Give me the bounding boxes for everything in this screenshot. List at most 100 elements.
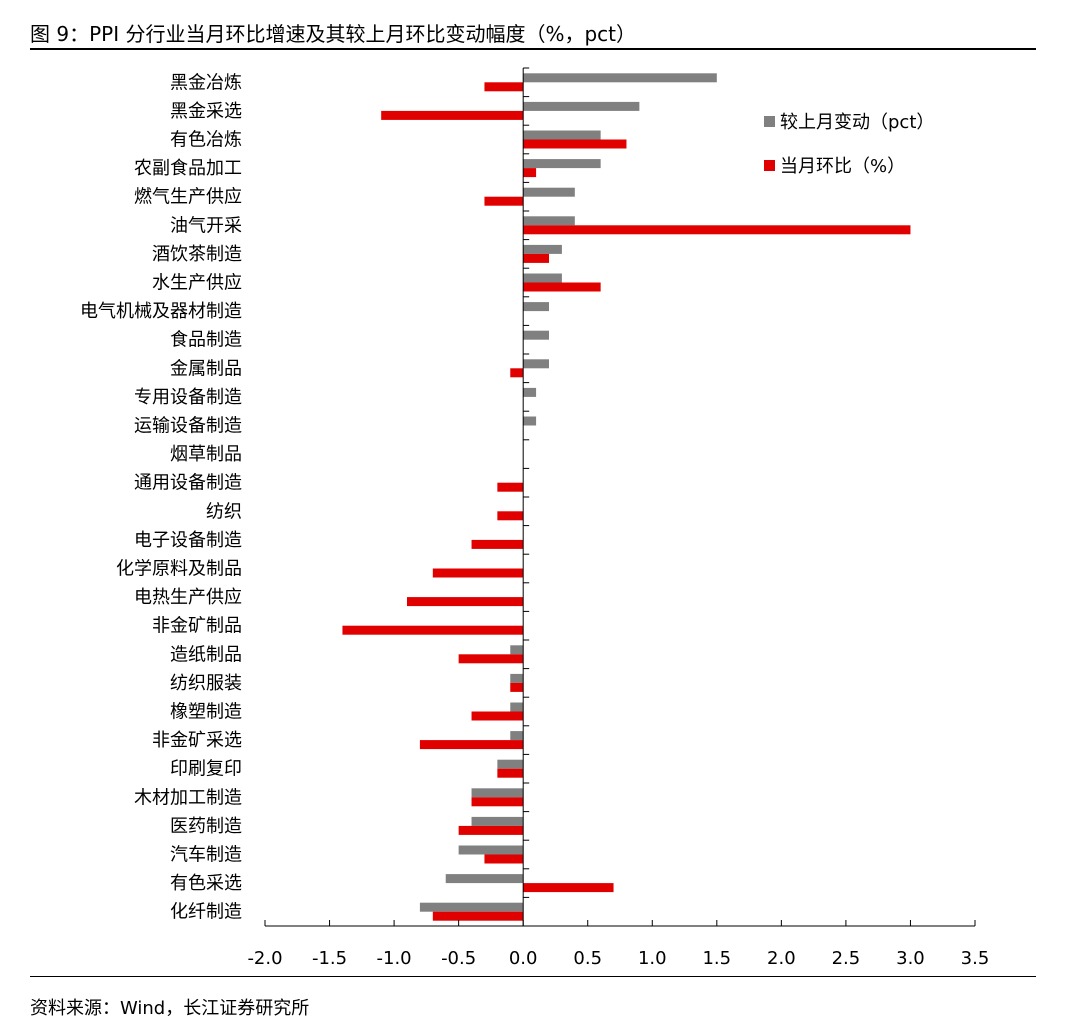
category-label-7: 水生产供应 bbox=[152, 273, 242, 294]
category-label-14: 通用设备制造 bbox=[134, 473, 242, 494]
source-rule bbox=[30, 976, 1036, 977]
legend: 较上月变动（pct） 当月环比（%） bbox=[764, 112, 934, 177]
category-label-15: 纺织 bbox=[206, 501, 242, 522]
category-label-19: 非金矿制品 bbox=[152, 616, 242, 637]
x-tick-label-7: 1.5 bbox=[702, 948, 731, 969]
bar-mom-5 bbox=[523, 225, 911, 235]
category-label-20: 造纸制品 bbox=[170, 644, 242, 665]
bar-mom-27 bbox=[484, 854, 524, 864]
category-label-26: 医药制造 bbox=[170, 816, 242, 837]
bar-mom-6 bbox=[523, 253, 549, 263]
category-label-1: 黑金采选 bbox=[170, 101, 242, 122]
category-label-25: 木材加工制造 bbox=[134, 787, 242, 808]
bar-change-8 bbox=[523, 302, 549, 312]
bar-mom-24 bbox=[497, 768, 524, 778]
bar-mom-26 bbox=[458, 825, 524, 835]
category-label-27: 汽车制造 bbox=[170, 845, 242, 866]
bar-change-9 bbox=[523, 330, 549, 340]
x-tick-label-2: -1.0 bbox=[377, 948, 412, 969]
category-label-18: 电热生产供应 bbox=[134, 587, 242, 608]
category-label-6: 酒饮茶制造 bbox=[152, 244, 242, 265]
x-tick-label-11: 3.5 bbox=[961, 948, 990, 969]
title-rule bbox=[30, 48, 1036, 50]
category-label-12: 运输设备制造 bbox=[134, 416, 242, 437]
bar-mom-21 bbox=[510, 682, 524, 692]
category-labels: 黑金冶炼黑金采选有色冶炼农副食品加工燃气生产供应油气开采酒饮茶制造水生产供应电气… bbox=[80, 72, 242, 922]
bar-change-10 bbox=[523, 359, 549, 369]
bar-mom-7 bbox=[523, 282, 601, 292]
bar-mom-0 bbox=[484, 82, 524, 92]
bar-mom-18 bbox=[407, 597, 524, 607]
category-label-21: 纺织服装 bbox=[170, 673, 242, 694]
x-tick-label-10: 3.0 bbox=[896, 948, 925, 969]
bar-change-24 bbox=[497, 759, 524, 769]
bar-change-3 bbox=[523, 159, 601, 169]
bar-mom-29 bbox=[432, 911, 524, 921]
x-tick-label-1: -1.5 bbox=[312, 948, 347, 969]
bar-change-22 bbox=[510, 702, 524, 712]
category-label-5: 油气开采 bbox=[170, 215, 242, 236]
legend-swatch-change bbox=[764, 116, 775, 127]
x-tick-label-9: 2.5 bbox=[832, 948, 861, 969]
bar-mom-3 bbox=[523, 168, 537, 178]
x-tick-label-4: 0.0 bbox=[509, 948, 538, 969]
bar-mom-22 bbox=[471, 711, 524, 721]
bar-change-7 bbox=[523, 273, 562, 283]
bar-change-25 bbox=[471, 788, 524, 798]
bar-change-6 bbox=[523, 244, 562, 254]
x-tick-labels: -2.0 -1.5 -1.0 -0.5 0.0 0.5 1.0 1.5 2.0 2.5 3.0 3.5 bbox=[247, 948, 989, 969]
legend-label-change: 较上月变动（pct） bbox=[780, 112, 934, 133]
x-tick-label-8: 2.0 bbox=[767, 948, 796, 969]
bar-mom-25 bbox=[471, 797, 524, 807]
bar-change-11 bbox=[523, 387, 537, 397]
category-label-28: 有色采选 bbox=[170, 873, 242, 894]
bar-change-21 bbox=[510, 673, 524, 683]
bar-change-5 bbox=[523, 216, 575, 226]
bar-change-2 bbox=[523, 130, 601, 140]
bar-change-0 bbox=[523, 73, 717, 83]
category-label-11: 专用设备制造 bbox=[134, 387, 242, 408]
bar-mom-19 bbox=[342, 625, 524, 635]
bar-change-28 bbox=[445, 874, 524, 884]
category-label-9: 食品制造 bbox=[170, 330, 242, 351]
bar-mom-20 bbox=[458, 654, 524, 664]
bar-change-23 bbox=[510, 731, 524, 741]
bar-mom-10 bbox=[510, 368, 524, 378]
legend-swatch-mom bbox=[764, 160, 775, 171]
x-tick-label-5: 0.5 bbox=[573, 948, 602, 969]
category-label-24: 印刷复印 bbox=[170, 759, 242, 780]
bar-mom-17 bbox=[432, 568, 524, 578]
category-label-4: 燃气生产供应 bbox=[134, 187, 242, 208]
bar-change-1 bbox=[523, 101, 640, 111]
bar-change-20 bbox=[510, 645, 524, 655]
category-label-22: 橡塑制造 bbox=[170, 702, 242, 723]
x-tick-label-3: -0.5 bbox=[441, 948, 476, 969]
category-label-16: 电子设备制造 bbox=[134, 530, 242, 551]
bar-mom-28 bbox=[523, 883, 614, 893]
category-label-8: 电气机械及器材制造 bbox=[80, 301, 242, 322]
bar-change-4 bbox=[523, 187, 575, 197]
bar-change-27 bbox=[458, 845, 524, 855]
bar-mom-2 bbox=[523, 139, 627, 149]
bar-mom-1 bbox=[381, 110, 524, 120]
category-label-10: 金属制品 bbox=[170, 358, 242, 379]
bar-change-26 bbox=[471, 816, 524, 826]
bar-mom-4 bbox=[484, 196, 524, 206]
series-mom-bars bbox=[342, 82, 911, 921]
category-label-3: 农副食品加工 bbox=[134, 158, 242, 179]
bar-change-29 bbox=[419, 902, 524, 912]
category-label-17: 化学原料及制品 bbox=[116, 559, 242, 580]
bar-mom-15 bbox=[497, 511, 524, 521]
series-change-bars bbox=[419, 73, 717, 912]
bar-mom-14 bbox=[497, 482, 524, 492]
category-label-23: 非金矿采选 bbox=[152, 730, 242, 751]
category-label-29: 化纤制造 bbox=[170, 902, 242, 923]
axes bbox=[264, 67, 976, 927]
x-tick-label-0: -2.0 bbox=[247, 948, 282, 969]
category-label-2: 有色冶炼 bbox=[170, 130, 242, 151]
category-label-13: 烟草制品 bbox=[170, 444, 242, 465]
x-tick-label-6: 1.0 bbox=[638, 948, 667, 969]
legend-label-mom: 当月环比（%） bbox=[780, 156, 905, 177]
category-label-0: 黑金冶炼 bbox=[170, 72, 242, 93]
